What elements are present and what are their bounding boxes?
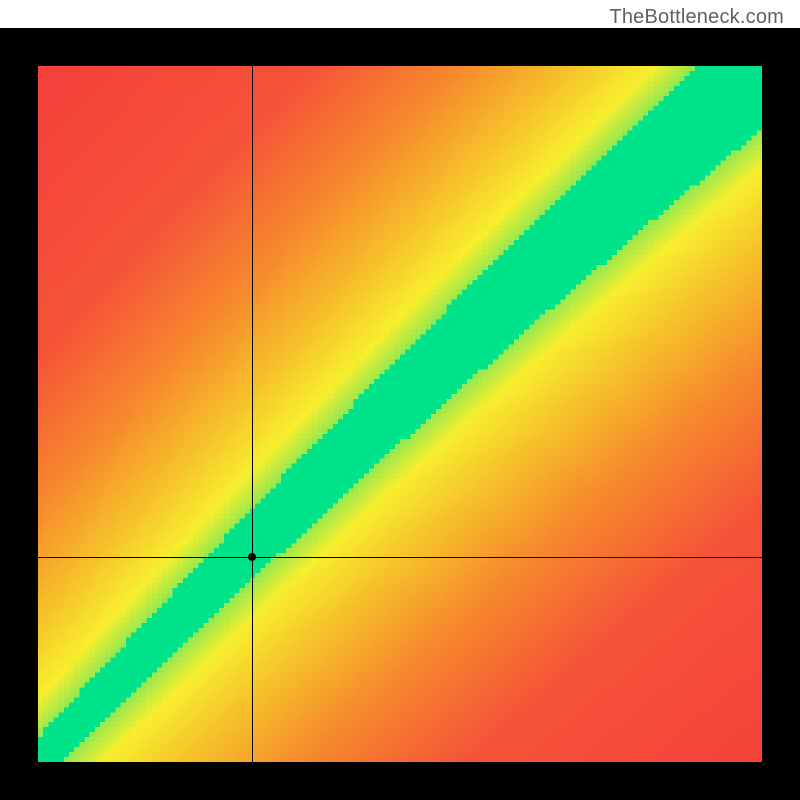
chart-outer-frame [0, 28, 800, 800]
data-point-marker [248, 553, 256, 561]
watermark-text: TheBottleneck.com [609, 6, 784, 29]
heatmap-plot-area [38, 66, 762, 762]
crosshair-vertical [252, 66, 253, 762]
heatmap-canvas [38, 66, 762, 762]
crosshair-horizontal [38, 557, 762, 558]
container: TheBottleneck.com [0, 0, 800, 800]
